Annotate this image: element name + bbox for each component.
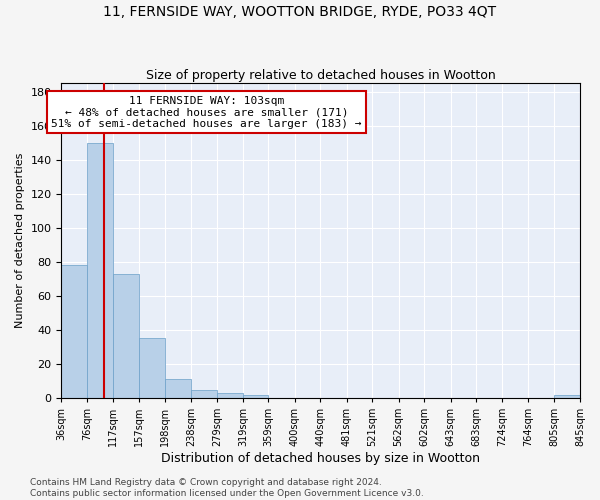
Text: 11, FERNSIDE WAY, WOOTTON BRIDGE, RYDE, PO33 4QT: 11, FERNSIDE WAY, WOOTTON BRIDGE, RYDE, … [103, 5, 497, 19]
Bar [61, 266, 87, 398]
Title: Size of property relative to detached houses in Wootton: Size of property relative to detached ho… [146, 69, 496, 82]
Text: Contains HM Land Registry data © Crown copyright and database right 2024.
Contai: Contains HM Land Registry data © Crown c… [30, 478, 424, 498]
Bar [165, 380, 191, 398]
X-axis label: Distribution of detached houses by size in Wootton: Distribution of detached houses by size … [161, 452, 480, 465]
Bar [87, 142, 113, 398]
Bar [217, 393, 243, 398]
Bar [191, 390, 217, 398]
Bar [554, 394, 580, 398]
Bar [243, 394, 268, 398]
Bar [113, 274, 139, 398]
Bar [139, 338, 165, 398]
Y-axis label: Number of detached properties: Number of detached properties [15, 153, 25, 328]
Text: 11 FERNSIDE WAY: 103sqm
← 48% of detached houses are smaller (171)
51% of semi-d: 11 FERNSIDE WAY: 103sqm ← 48% of detache… [52, 96, 362, 129]
